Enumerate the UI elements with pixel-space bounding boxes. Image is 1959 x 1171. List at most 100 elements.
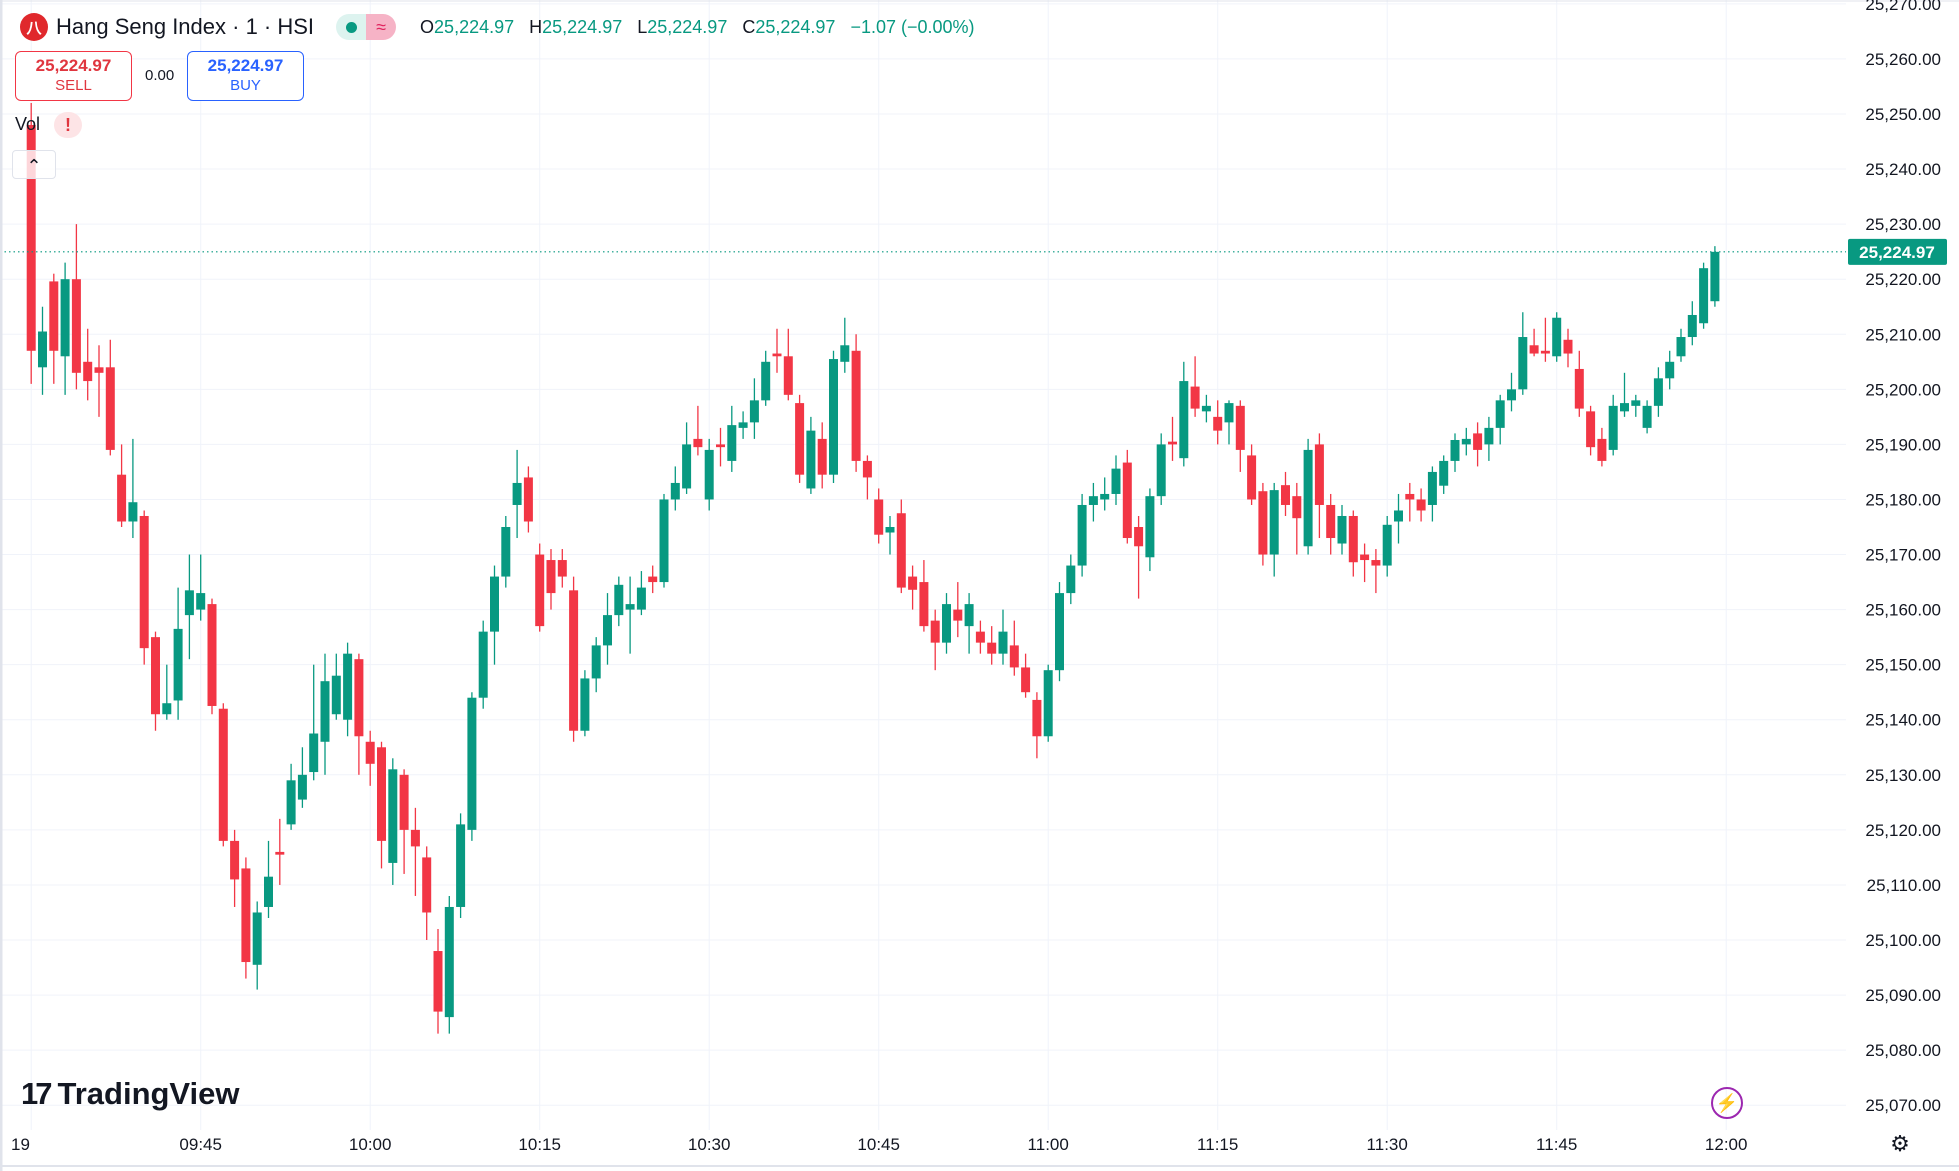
time-tick-label: 10:45 bbox=[857, 1135, 900, 1154]
candle-up bbox=[614, 576, 624, 627]
candle-body bbox=[1100, 493, 1110, 500]
candle-body bbox=[1642, 405, 1652, 428]
collapse-chevron-up-icon[interactable]: ⌃ bbox=[12, 150, 56, 179]
delayed-data-icon[interactable]: ≈ bbox=[366, 14, 397, 40]
candle-down bbox=[1134, 515, 1144, 599]
candle-down bbox=[105, 339, 115, 456]
candle-body bbox=[1710, 251, 1720, 302]
candle-up bbox=[467, 692, 477, 841]
price-tick-label: 25,210.00 bbox=[1865, 325, 1941, 344]
candle-up bbox=[1055, 582, 1064, 682]
price-tick-label: 25,080.00 bbox=[1865, 1041, 1941, 1060]
candle-down bbox=[1009, 620, 1019, 676]
candle-body bbox=[727, 425, 737, 461]
time-axis[interactable]: 19 09:45 10:00 10:15 10:30 10:45 11:00 11:15 11:… bbox=[11, 1135, 1747, 1154]
price-axis[interactable]: 25,270.00 25,260.00 25,250.00 25,240.00 25,2… bbox=[1848, 0, 1947, 1115]
logo-text: TradingView bbox=[57, 1076, 240, 1111]
candle-body bbox=[603, 615, 612, 646]
candle-up bbox=[60, 262, 70, 395]
hang-seng-logo-icon: ⼋ bbox=[20, 13, 48, 41]
candle-body bbox=[580, 678, 590, 731]
candle-up bbox=[1111, 455, 1121, 505]
candle-down bbox=[1473, 422, 1483, 467]
candle-up bbox=[1156, 433, 1166, 505]
candle-body bbox=[275, 851, 285, 855]
candle-down bbox=[795, 394, 805, 483]
candle-up bbox=[1427, 466, 1437, 522]
candle-down bbox=[1314, 433, 1324, 539]
candle-down bbox=[896, 499, 906, 594]
candle-down bbox=[49, 273, 59, 384]
candle-up bbox=[1382, 515, 1392, 577]
candle-body bbox=[1382, 524, 1392, 566]
candle-up bbox=[998, 609, 1008, 665]
candle-body bbox=[38, 331, 47, 368]
candle-body bbox=[557, 560, 567, 577]
status-badges[interactable]: ≈ bbox=[336, 14, 397, 40]
candle-body bbox=[456, 824, 466, 907]
candle-body bbox=[184, 590, 194, 616]
buy-button[interactable]: 25,224.97 BUY bbox=[187, 51, 304, 101]
candle-up bbox=[1394, 493, 1403, 544]
candle-down bbox=[433, 929, 443, 1034]
candle-down bbox=[117, 444, 127, 528]
candle-body bbox=[1021, 667, 1031, 693]
candle-body bbox=[1348, 515, 1358, 563]
candle-body bbox=[1032, 699, 1042, 737]
candle-body bbox=[851, 350, 861, 461]
buy-label: BUY bbox=[230, 77, 261, 94]
market-open-icon[interactable] bbox=[336, 14, 367, 40]
sell-button[interactable]: 25,224.97 SELL bbox=[15, 51, 132, 101]
price-tick-label: 25,110.00 bbox=[1867, 876, 1941, 895]
candle-body bbox=[467, 697, 477, 830]
lightning-icon[interactable]: ⚡ bbox=[1711, 1087, 1743, 1119]
candle-down bbox=[377, 741, 386, 869]
symbol-title[interactable]: Hang Seng Index · 1 · HSI bbox=[56, 14, 315, 39]
candle-down bbox=[83, 328, 93, 401]
candle-body bbox=[1190, 386, 1200, 409]
candle-up bbox=[761, 350, 771, 406]
buy-price: 25,224.97 bbox=[207, 56, 284, 75]
low-label: L bbox=[637, 16, 648, 37]
price-tick-label: 25,220.00 bbox=[1865, 270, 1941, 289]
price-tick-label: 25,190.00 bbox=[1865, 435, 1941, 454]
sell-price: 25,224.97 bbox=[35, 56, 112, 75]
high-label: H bbox=[529, 16, 543, 37]
candle-body bbox=[1122, 462, 1132, 539]
candle-body bbox=[1292, 496, 1302, 519]
candle-body bbox=[207, 604, 217, 706]
tradingview-logo[interactable]: 17 TradingView bbox=[21, 1076, 240, 1112]
candle-down bbox=[230, 829, 240, 907]
candle-body bbox=[1134, 527, 1144, 547]
candle-body bbox=[1156, 444, 1166, 497]
candle-down bbox=[1371, 549, 1381, 594]
price-tick-label: 25,200.00 bbox=[1865, 380, 1941, 399]
candle-up bbox=[1043, 664, 1053, 742]
candle-down bbox=[1247, 444, 1257, 505]
last-price-label: 25,224.97 bbox=[1859, 243, 1935, 262]
volume-indicator-label[interactable]: Vol bbox=[15, 114, 41, 134]
candle-up bbox=[749, 378, 759, 439]
candle-body bbox=[1043, 670, 1053, 737]
candle-up bbox=[806, 416, 816, 494]
candle-body bbox=[1461, 438, 1471, 445]
price-tick-label: 25,070.00 bbox=[1865, 1096, 1941, 1115]
open-value: 25,224.97 bbox=[434, 16, 515, 37]
candle-up bbox=[625, 576, 635, 654]
candle-body bbox=[636, 587, 646, 610]
candle-down bbox=[1122, 449, 1132, 544]
settings-icon[interactable]: ⚙ bbox=[1890, 1131, 1910, 1156]
candle-body bbox=[1631, 400, 1641, 406]
candle-down bbox=[241, 857, 251, 979]
candle-down bbox=[546, 549, 556, 610]
candle-body bbox=[1608, 405, 1618, 450]
price-tick-label: 25,140.00 bbox=[1865, 711, 1941, 730]
candle-body bbox=[343, 653, 353, 720]
candle-down bbox=[1586, 405, 1596, 456]
candle-up bbox=[738, 411, 748, 439]
price-tick-label: 25,120.00 bbox=[1865, 821, 1941, 840]
warning-icon[interactable]: ! bbox=[54, 112, 82, 138]
candle-body bbox=[704, 449, 714, 500]
candle-body bbox=[523, 477, 533, 522]
